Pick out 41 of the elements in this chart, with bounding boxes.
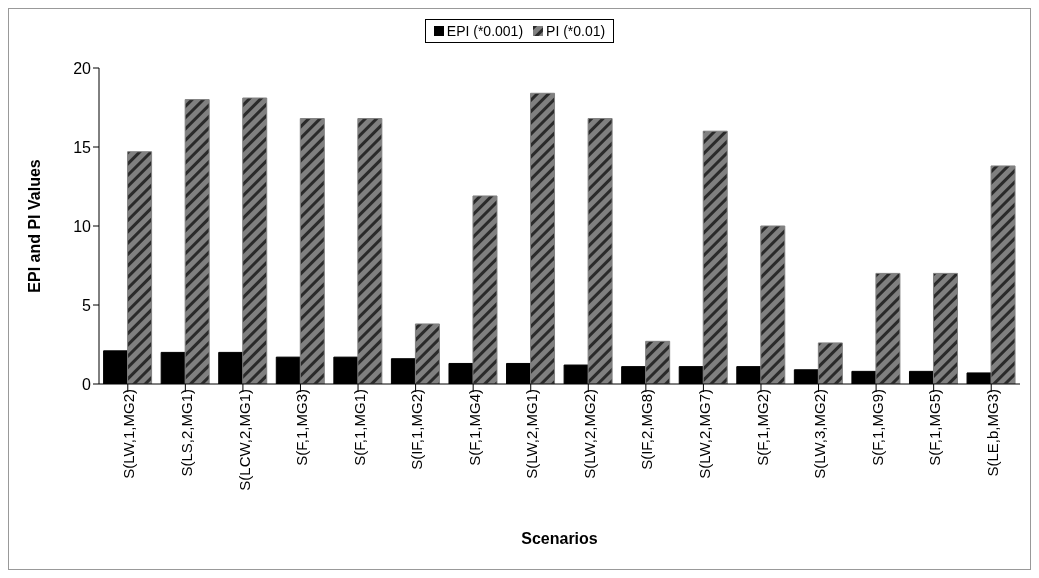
x-tick-label: S(F,1,MG4) [465,389,483,466]
bar [299,118,325,384]
bar [875,272,901,384]
bar [184,99,210,384]
x-tick-label: S(LW,1,MG2) [120,389,138,479]
legend-label: EPI (*0.001) [445,23,524,39]
x-tick-label: S(F,1,MG9) [868,389,886,466]
bar [472,195,498,384]
bar [760,225,786,384]
bar [530,92,556,384]
bar [702,130,728,384]
x-tick-label: S(F,1,MG5) [926,389,944,466]
legend-label: PI (*0.01) [545,23,606,39]
x-axis-title: Scenarios [521,530,598,547]
y-tick-label: 0 [82,375,92,393]
bar [242,97,268,384]
x-tick-label: S(LW,2,MG2) [580,389,598,479]
bar [817,342,843,384]
x-tick-label: S(F,1,MG2) [753,389,771,466]
x-tick-label: S(LW,2,MG1) [523,389,541,479]
y-tick-label: 15 [73,138,92,156]
x-tick-label: S(LS,2,MG1) [177,389,195,477]
bar [414,323,440,384]
x-tick-label: S(IF,2,MG8) [638,389,656,470]
x-tick-label: S(LW,3,MG2) [811,389,829,479]
y-tick-label: 5 [82,296,92,314]
bar [990,165,1016,384]
y-tick-label: 10 [73,217,92,235]
x-tick-label: S(LCW,2,MG1) [235,389,253,491]
x-tick-label: S(LE,b,MG3) [983,389,1001,477]
x-tick-label: S(LW,2,MG7) [696,389,714,479]
bar [587,118,613,384]
bar [357,118,383,384]
bar [127,151,153,384]
x-tick-label: S(IF,1,MG2) [408,389,426,470]
y-axis-title: EPI and PI Values [25,159,43,293]
x-tick-label: S(F,1,MG3) [293,389,311,466]
y-tick-label: 20 [73,59,92,77]
x-tick-label: S(F,1,MG1) [350,389,368,466]
bar [932,272,958,384]
bar [645,340,671,384]
